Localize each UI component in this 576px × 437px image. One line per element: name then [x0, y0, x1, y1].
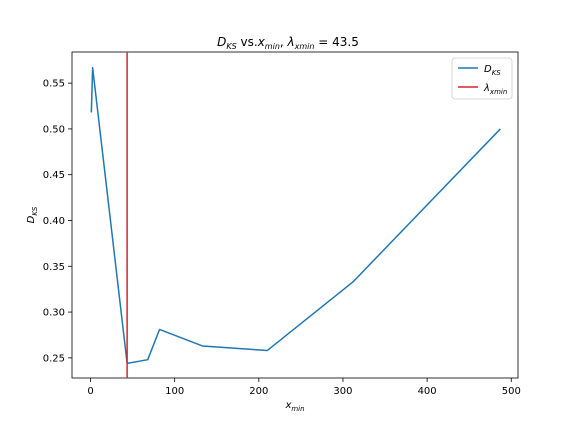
y-tick-label: 0.45 — [43, 170, 65, 181]
y-axis-ticks: 0.25 0.30 0.35 0.40 0.45 0.50 0.55 — [43, 79, 72, 364]
plot-area — [71, 51, 519, 379]
x-tick-label: 100 — [165, 386, 184, 397]
legend-label-lambda: λxmin — [483, 83, 507, 96]
x-tick-label: 500 — [502, 386, 521, 397]
series-layer — [90, 52, 501, 378]
series-line-dks — [90, 66, 501, 365]
y-tick-label: 0.55 — [43, 79, 65, 90]
x-tick-label: 300 — [333, 386, 352, 397]
y-tick-label: 0.35 — [43, 262, 65, 273]
y-tick-label: 0.30 — [43, 308, 65, 319]
chart-title: DKS vs.xmin, λxmin = 43.5 — [217, 35, 359, 51]
x-tick-label: 0 — [87, 386, 93, 397]
x-tick-label: 200 — [249, 386, 268, 397]
legend-label-dks: DKS — [484, 64, 501, 77]
y-tick-label: 0.25 — [43, 353, 65, 364]
x-tick-label: 400 — [418, 386, 437, 397]
legend: DKS λxmin — [451, 57, 513, 100]
y-axis-label: DKS — [26, 206, 39, 223]
x-axis-ticks: 0 100 200 300 400 500 — [87, 378, 521, 397]
x-axis-label: xmin — [284, 400, 304, 413]
y-tick-label: 0.50 — [43, 124, 65, 135]
y-tick-label: 0.40 — [43, 216, 65, 227]
